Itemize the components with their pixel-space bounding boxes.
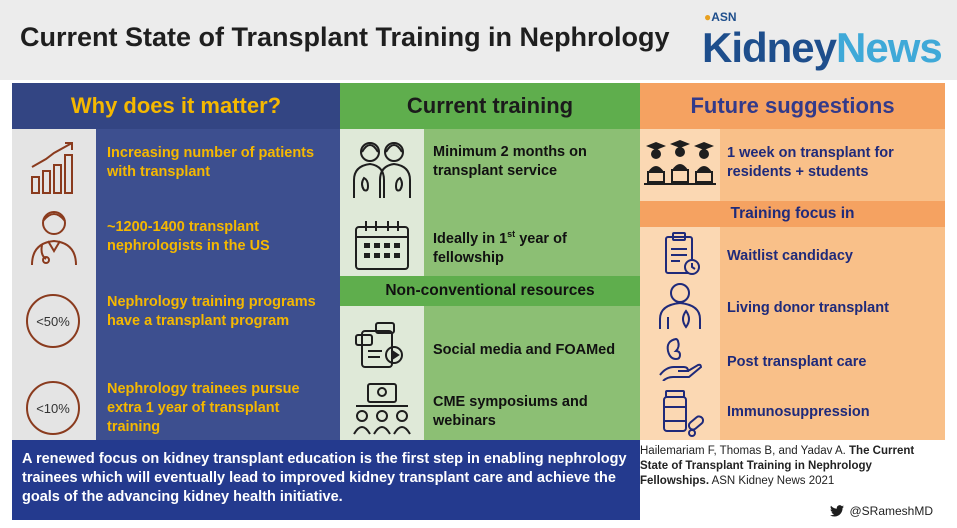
citation: Hailemariam F, Thomas B, and Yadav A. Th… xyxy=(640,444,935,489)
non-conventional-resources-heading: Non-conventional resources xyxy=(340,276,640,306)
citation-source: ASN Kidney News 2021 xyxy=(711,475,835,487)
badge-less-than-50: <50% xyxy=(36,314,70,329)
clipboard-icon xyxy=(662,231,702,277)
mid-item-2-text: Ideally in 1st year of fellowship xyxy=(433,229,567,266)
mid-icon-strip-bottom xyxy=(340,306,424,440)
webinar-icon xyxy=(352,382,412,436)
kidney-news-logo[interactable]: ●ASN KidneyNews xyxy=(702,8,943,76)
focus-1-text: Waitlist candidacy xyxy=(727,248,853,264)
current-training-column: Current training Minimum 2 months on tra… xyxy=(340,83,640,440)
left-item-3-text: Nephrology training programs have a tran… xyxy=(107,294,316,329)
why-heading: Why does it matter? xyxy=(12,83,340,129)
training-focus-heading: Training focus in xyxy=(640,201,945,227)
future-suggestions-heading: Future suggestions xyxy=(640,83,945,129)
donor-icon xyxy=(656,281,706,331)
current-training-heading: Current training xyxy=(340,83,640,129)
future-suggestions-column: Future suggestions 1 week on transplant … xyxy=(640,83,945,440)
logo-wordmark: KidneyNews xyxy=(702,24,943,71)
resource-2-text: CME symposiums and webinars xyxy=(433,394,588,429)
percent-circle-icon: <50% xyxy=(24,292,82,350)
left-item-4-text: Nephrology trainees pursue extra 1 year … xyxy=(107,381,300,435)
asn-logo-small: ●ASN xyxy=(704,10,737,24)
doctor-icon xyxy=(26,207,82,267)
left-item-1-text: Increasing number of patients with trans… xyxy=(107,145,315,180)
social-media-icon xyxy=(354,321,410,369)
why-it-matters-column: Why does it matter? Increasing number of… xyxy=(12,83,340,440)
percent-circle-icon: <10% xyxy=(24,379,82,437)
calendar-icon xyxy=(354,219,410,271)
focus-4-text: Immunosuppression xyxy=(727,404,870,420)
header: Current State of Transplant Training in … xyxy=(0,0,957,80)
kidney-hand-icon xyxy=(658,335,703,382)
conclusion-banner: A renewed focus on kidney transplant edu… xyxy=(12,440,640,520)
suggestion-text: 1 week on transplant for residents + stu… xyxy=(727,145,894,180)
pills-icon xyxy=(660,389,706,437)
twitter-handle[interactable]: @SRameshMD xyxy=(830,504,933,518)
page-title: Current State of Transplant Training in … xyxy=(20,22,670,52)
conclusion-statement: A renewed focus on kidney transplant edu… xyxy=(22,451,627,505)
students-icon xyxy=(644,138,716,188)
resource-1-text: Social media and FOAMed xyxy=(433,342,616,358)
twitter-icon xyxy=(830,505,845,517)
focus-3-text: Post transplant care xyxy=(727,354,867,370)
bar-chart-icon xyxy=(28,139,80,195)
focus-2-text: Living donor transplant xyxy=(727,300,889,316)
left-item-2-text: ~1200-1400 transplant nephrologists in t… xyxy=(107,219,270,254)
mid-item-1-text: Minimum 2 months on transplant service xyxy=(433,144,587,179)
badge-less-than-10: <10% xyxy=(36,401,70,416)
citation-title[interactable]: The Current State of Transplant Training… xyxy=(640,445,915,487)
right-icon-strip-bottom xyxy=(640,227,720,440)
citation-authors: Hailemariam F, Thomas B, and Yadav A. xyxy=(640,445,846,457)
kidney-people-icon xyxy=(352,138,412,200)
citation-panel: Hailemariam F, Thomas B, and Yadav A. Th… xyxy=(640,440,945,520)
mid-icon-strip-top xyxy=(340,129,424,276)
